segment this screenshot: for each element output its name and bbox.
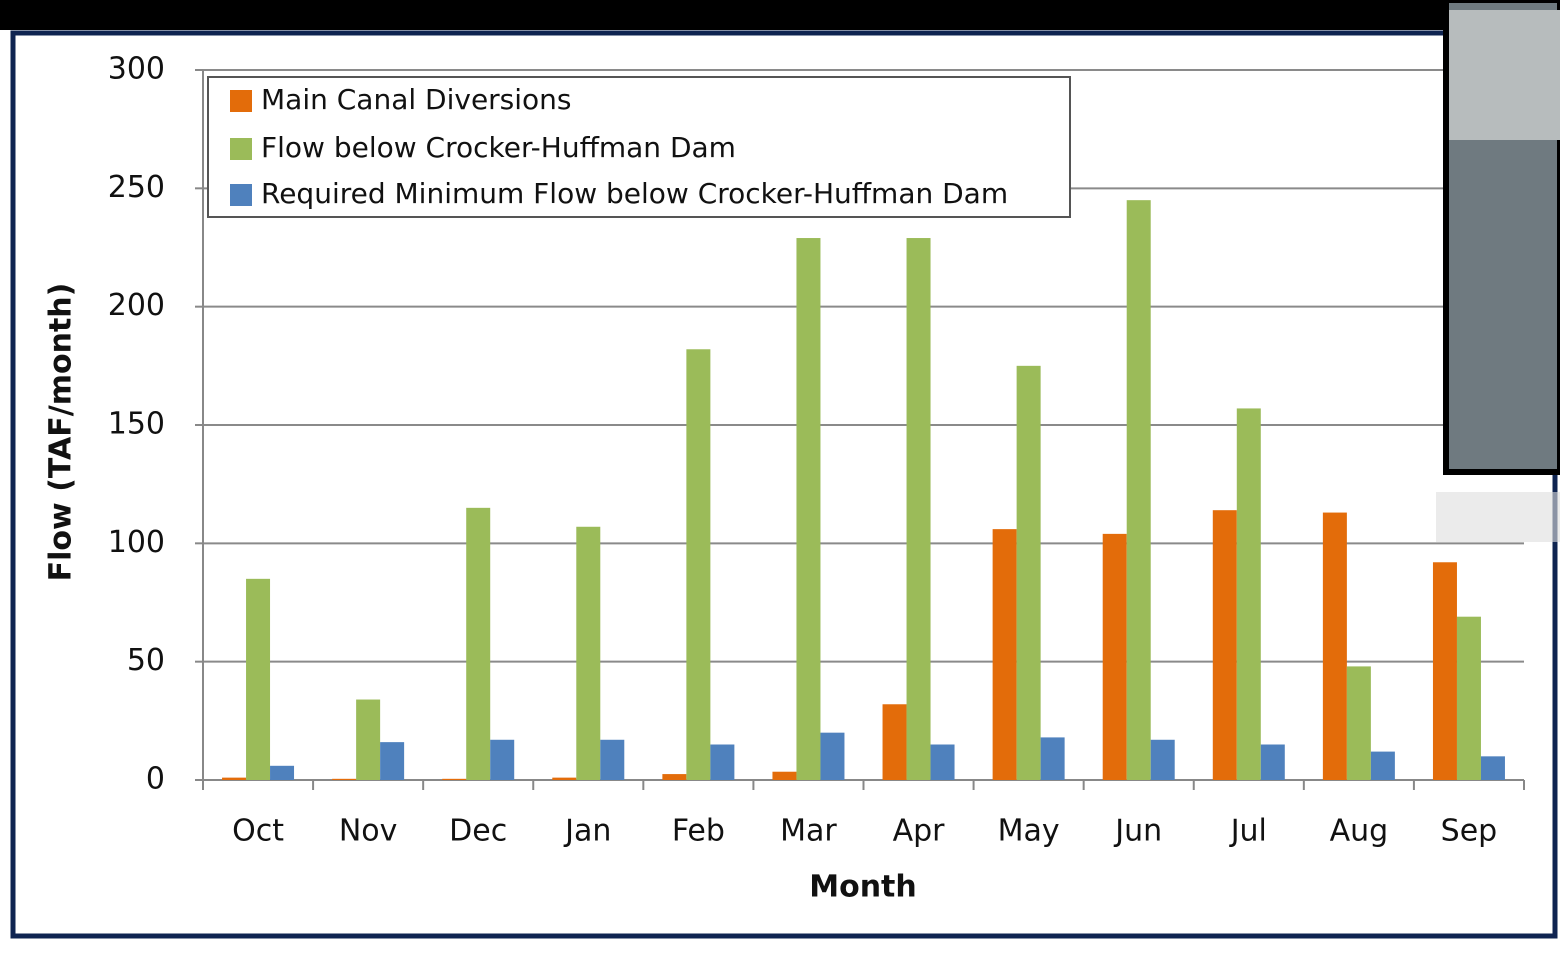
x-tick-label: Dec <box>449 814 507 849</box>
legend-swatch <box>230 184 252 206</box>
x-tick-label: Jul <box>1229 814 1267 849</box>
bar <box>1480 756 1505 780</box>
bar <box>820 732 845 780</box>
y-tick-label: 100 <box>108 525 165 560</box>
bar <box>796 238 821 781</box>
bar <box>882 704 907 780</box>
bar <box>1016 365 1041 780</box>
y-tick-label: 200 <box>108 288 165 323</box>
legend-swatch <box>230 90 252 112</box>
bar <box>992 529 1017 780</box>
bar <box>1212 510 1237 780</box>
bar <box>1432 562 1457 780</box>
bar <box>710 744 735 780</box>
bar <box>270 765 295 780</box>
top-band <box>0 0 1560 30</box>
x-tick-label: May <box>998 814 1060 849</box>
y-tick-label: 250 <box>108 170 165 205</box>
legend-box <box>207 76 1071 218</box>
bar <box>662 774 687 780</box>
legend-swatch <box>230 138 252 160</box>
legend-label: Main Canal Diversions <box>261 83 572 116</box>
bar <box>552 777 577 780</box>
bar <box>1040 737 1065 780</box>
bar <box>600 739 625 780</box>
bar <box>772 771 797 780</box>
bar <box>356 699 381 780</box>
bar <box>332 778 357 780</box>
bar <box>1102 533 1127 780</box>
bar <box>906 238 931 781</box>
y-tick-label: 300 <box>108 52 165 87</box>
x-tick-label: Aug <box>1330 814 1389 849</box>
y-tick-label: 50 <box>127 643 165 678</box>
x-tick-label: Nov <box>339 814 398 849</box>
legend-label: Flow below Crocker-Huffman Dam <box>261 131 736 164</box>
y-tick-label: 150 <box>108 407 165 442</box>
bar <box>1260 744 1285 780</box>
x-tick-label: Feb <box>672 814 725 849</box>
bar <box>380 742 405 780</box>
bar <box>1370 751 1395 780</box>
x-tick-label: Apr <box>893 814 946 849</box>
x-tick-label: Sep <box>1441 814 1498 849</box>
bar <box>576 526 601 780</box>
bar <box>442 778 467 780</box>
legend-label: Required Minimum Flow below Crocker-Huff… <box>261 177 1008 210</box>
bar <box>222 777 247 780</box>
y-tick-label: 0 <box>146 762 165 797</box>
legend: Main Canal Diversions Flow below Crocker… <box>207 76 1071 218</box>
bar <box>1236 408 1261 780</box>
bar <box>1346 666 1371 780</box>
bar <box>1126 200 1151 780</box>
y-axis-label: Flow (TAF/month) <box>44 283 79 582</box>
bar <box>686 349 711 780</box>
bar <box>1150 739 1175 780</box>
x-tick-label: Jun <box>1113 814 1162 849</box>
bar <box>1456 616 1481 780</box>
plot-area: 0 50 100 150 200 250 300 Oct Nov Dec Jan Feb Mar Apr M… <box>108 52 1525 849</box>
bar <box>490 739 515 780</box>
x-tick-label: Jan <box>563 814 611 849</box>
bar <box>930 744 955 780</box>
x-axis-label: Month <box>809 870 917 905</box>
x-tick-label: Mar <box>780 814 837 849</box>
bar <box>246 578 271 780</box>
x-tick-label: Oct <box>232 814 284 849</box>
photo-sky <box>1449 10 1560 140</box>
bar <box>466 507 491 780</box>
photo-shadow <box>1436 492 1560 542</box>
bar <box>1322 512 1347 780</box>
